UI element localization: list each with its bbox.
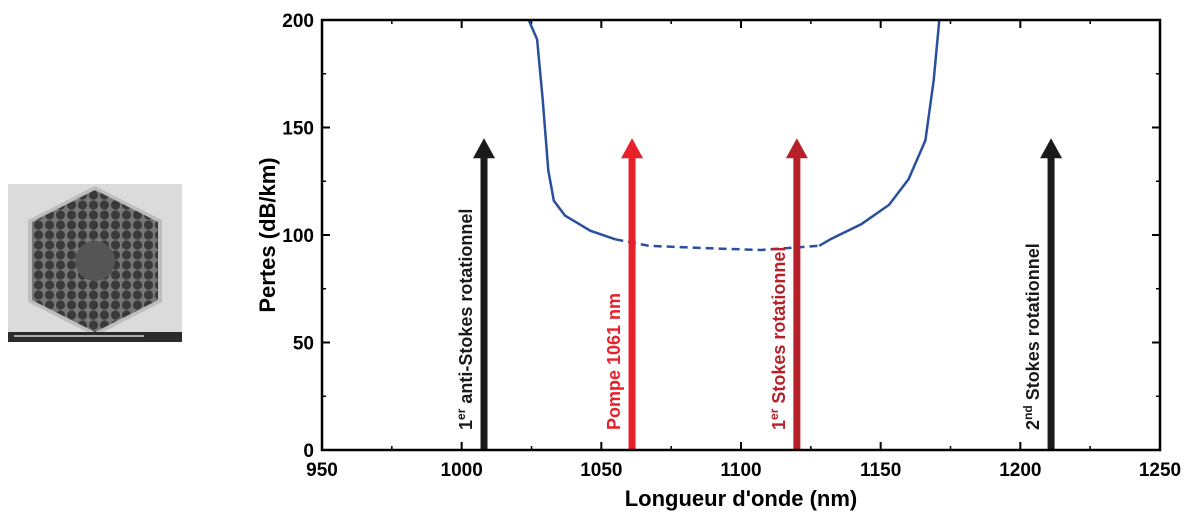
loss-curve xyxy=(615,238,820,252)
arrow-label-text: 1 xyxy=(456,420,476,430)
x-tick-label: 1050 xyxy=(580,460,622,481)
arrow-label: Pompe 1061 nm xyxy=(604,293,624,430)
x-tick-label: 1100 xyxy=(720,460,761,481)
x-axis-label: Longueur d'onde (nm) xyxy=(625,486,858,511)
arrow-label: 1er Stokes rotationnel xyxy=(767,247,789,430)
y-tick-label: 0 xyxy=(303,441,314,462)
arrow-head xyxy=(621,138,644,159)
y-tick-label: 200 xyxy=(282,11,314,32)
arrow-head xyxy=(473,138,496,159)
x-tick-label: 1200 xyxy=(999,460,1041,481)
arrow-label-rest: anti-Stokes rotationnel xyxy=(456,209,476,409)
plot-frame xyxy=(320,18,1162,452)
y-tick-label: 100 xyxy=(282,226,314,247)
x-tick-label: 1250 xyxy=(1139,460,1181,481)
arrow-head xyxy=(1040,138,1063,159)
y-axis-label: Pertes (dB/km) xyxy=(255,157,280,312)
y-tick-label: 150 xyxy=(282,119,314,140)
arrow-label-text: Pompe 1061 nm xyxy=(604,293,624,430)
arrow-label-sup: er xyxy=(767,408,781,420)
loss-curve xyxy=(527,19,941,247)
y-tick-label: 50 xyxy=(293,334,314,355)
arrow-label: 2nd Stokes rotationnel xyxy=(1021,243,1043,430)
x-tick-label: 1150 xyxy=(860,460,901,481)
arrow-label-rest: Stokes rotationnel xyxy=(769,247,789,409)
arrow-label-rest: Stokes rotationnel xyxy=(1023,243,1043,405)
arrow-label: 1er anti-Stokes rotationnel xyxy=(454,209,476,430)
arrow-label-sup: er xyxy=(454,408,468,420)
arrow-label-sup: nd xyxy=(1021,405,1035,420)
arrow-head xyxy=(785,138,808,159)
x-tick-label: 950 xyxy=(306,460,338,481)
x-tick-label: 1000 xyxy=(441,460,483,481)
arrow-label-text: 1 xyxy=(769,420,789,430)
arrow-label-text: 2 xyxy=(1023,420,1043,430)
fiber-image xyxy=(8,184,182,342)
